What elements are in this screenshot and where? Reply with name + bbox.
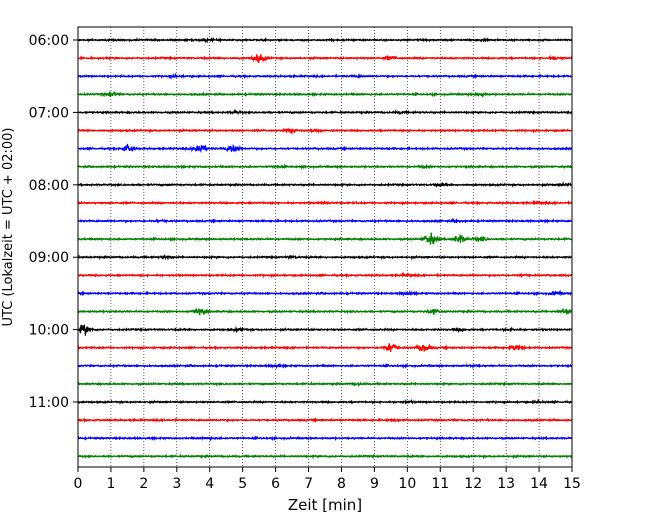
y-tick-label-1000: 10:00 [29,323,69,339]
x-axis: 0 1 2 3 4 5 6 7 8 9 10 11 12 13 14 15 [74,467,581,492]
plot-frame [77,26,573,468]
y-tick-label-0900: 09:00 [29,250,69,266]
trace-0830 [77,217,573,224]
trace-1045 [77,380,573,388]
y-axis-label: UTC (Lokalzeit = UTC + 02:00) [1,128,16,327]
x-axis-label: Zeit [min] [288,496,362,514]
x-tick-label-4: 4 [205,476,214,492]
x-tick-label-0: 0 [74,476,83,492]
x-tick-label-1: 1 [106,476,115,492]
trace-0900 [77,253,573,261]
trace-1015 [77,343,573,353]
x-tick-label-6: 6 [271,476,280,492]
x-tick-label-15: 15 [563,476,581,492]
x-tick-label-11: 11 [431,476,449,492]
x-tick-label-9: 9 [370,476,379,492]
trace-0730 [77,143,573,154]
y-tick-label-0600: 06:00 [29,33,69,49]
y-axis: 06:00 07:00 08:00 09:00 10:00 11:00 [29,33,78,411]
trace-1115 [77,417,573,424]
trace-0715 [77,127,573,134]
trace-0915 [77,271,573,279]
x-tick-label-13: 13 [497,476,515,492]
x-tick-label-5: 5 [238,476,247,492]
trace-0600 [77,36,573,44]
trace-0615 [77,54,573,63]
trace-1030 [77,362,573,370]
y-tick-label-0700: 07:00 [29,105,69,121]
trace-0945 [77,307,573,316]
x-tick-label-10: 10 [398,476,416,492]
x-tick-label-2: 2 [139,476,148,492]
trace-0630 [77,72,573,80]
trace-0930 [77,289,573,297]
trace-0745 [77,163,573,170]
trace-0645 [77,90,573,98]
x-tick-label-8: 8 [337,476,346,492]
x-tick-label-7: 7 [304,476,313,492]
traces-group [77,36,573,460]
trace-1130 [77,435,573,442]
x-tick-label-3: 3 [172,476,181,492]
x-tick-label-12: 12 [464,476,482,492]
x-tick-label-14: 14 [530,476,548,492]
trace-0845 [77,232,573,245]
trace-0800 [77,181,573,189]
trace-0700 [77,108,573,116]
trace-1100 [77,398,572,406]
grid-lines [110,27,540,467]
trace-0815 [77,199,573,206]
trace-1145 [77,453,573,460]
trace-1000 [77,323,573,336]
y-tick-label-0800: 08:00 [29,178,69,194]
y-tick-label-1100: 11:00 [29,395,69,411]
